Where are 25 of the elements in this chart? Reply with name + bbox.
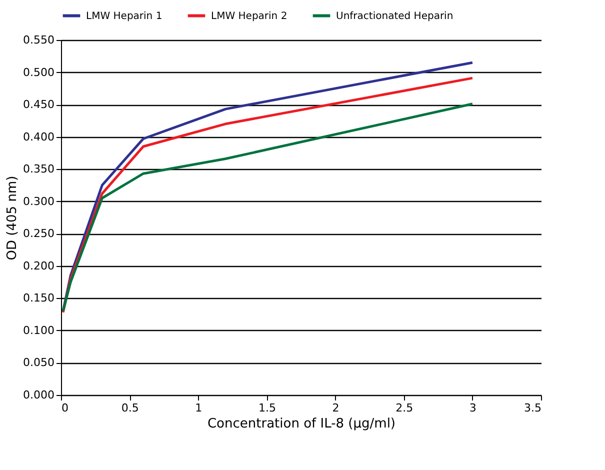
y-tick-label: 0.000 [23,388,54,402]
x-tick-label: 1 [195,402,202,414]
y-axis-title: OD (405 nm) [5,176,20,260]
y-tick-label: 0.050 [23,356,54,370]
y-tick-label: 0.200 [23,259,54,272]
y-tick-label: 0.250 [23,227,54,240]
x-tick-label: 0.5 [121,402,139,414]
y-tick-label: 0.400 [23,130,54,144]
y-tick-label: 0.100 [23,324,54,337]
y-tick-label: 0.550 [23,34,54,46]
y-tick-label: 0.500 [23,66,54,79]
legend-label: LMW Heparin 2 [211,10,288,22]
x-tick-label: 0 [62,402,68,414]
x-tick-label: 3 [469,402,476,414]
y-tick-label: 0.450 [23,98,54,112]
x-tick-label: 3.5 [524,402,542,414]
x-tick-label: 2.5 [396,402,414,414]
x-tick-label: 1.5 [258,402,276,414]
y-tick-label: 0.300 [23,194,54,208]
legend-label: LMW Heparin 1 [86,10,162,22]
y-tick-label: 0.150 [23,292,54,305]
x-axis-title: Concentration of IL-8 (µg/ml) [207,416,396,432]
y-tick-label: 0.350 [23,162,54,176]
x-tick-label: 2 [332,402,340,414]
legend-label: Unfractionated Heparin [336,10,454,22]
